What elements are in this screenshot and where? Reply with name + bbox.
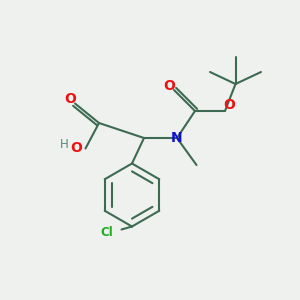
Text: H: H [59, 137, 68, 151]
Text: O: O [64, 92, 76, 106]
Text: O: O [70, 142, 83, 155]
Text: N: N [171, 131, 183, 145]
Text: O: O [224, 98, 236, 112]
Text: O: O [164, 79, 175, 92]
Text: Cl: Cl [101, 226, 113, 239]
